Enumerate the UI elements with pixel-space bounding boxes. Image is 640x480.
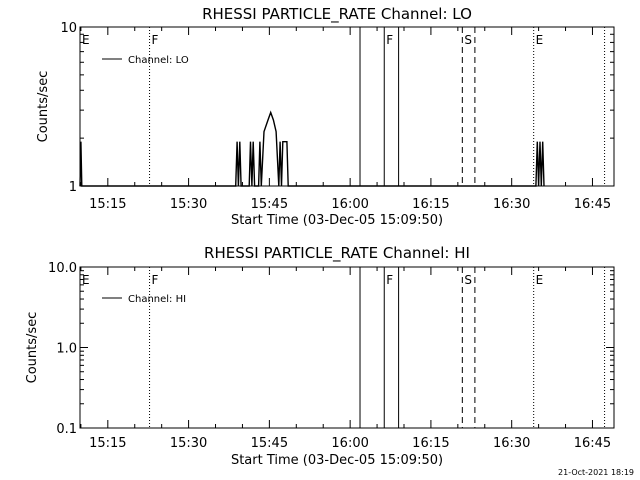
x-tick-label: 16:15 (412, 197, 449, 212)
event-marker-label: F (152, 273, 159, 287)
event-marker-label: F (386, 33, 393, 47)
y-tick-label: 1 (69, 180, 77, 195)
y-axis-label: Counts/sec (25, 312, 40, 384)
legend: Channel: LO (102, 55, 189, 66)
legend: Channel: HI (102, 294, 186, 305)
event-marker-label: E (82, 33, 90, 47)
y-tick-label: 1.0 (56, 342, 77, 357)
y-tick-label: 10 (60, 21, 77, 36)
y-tick-label: 10.0 (48, 261, 77, 276)
chart-title: RHESSI PARTICLE_RATE Channel: HI (204, 244, 470, 263)
x-tick-label: 16:45 (574, 436, 611, 451)
x-tick-label: 15:15 (89, 436, 126, 451)
x-axis-label: Start Time (03-Dec-05 15:09:50) (231, 453, 443, 468)
event-marker-label: S (464, 33, 472, 47)
legend-label: Channel: HI (128, 294, 186, 305)
x-tick-label: 15:30 (170, 197, 207, 212)
event-marker-label: E (536, 33, 544, 47)
x-tick-label: 15:30 (170, 436, 207, 451)
y-axis-label: Counts/sec (36, 71, 51, 143)
series-line (79, 110, 545, 187)
timestamp-stamp: 21-Oct-2021 18:19 (558, 468, 634, 477)
legend-label: Channel: LO (128, 55, 189, 66)
chart-panel-2: RHESSI PARTICLE_RATE Channel: HI 15:15 15:… (25, 244, 615, 468)
x-axis-label: Start Time (03-Dec-05 15:09:50) (231, 213, 443, 228)
x-tick-label: 15:15 (89, 197, 126, 212)
event-marker-label: E (536, 273, 544, 287)
x-tick-label: 15:45 (251, 197, 288, 212)
event-marker-label: F (386, 273, 393, 287)
y-tick-label: 0.1 (56, 422, 77, 437)
chart-title: RHESSI PARTICLE_RATE Channel: LO (202, 5, 472, 24)
x-tick-label: 16:30 (493, 197, 530, 212)
x-tick-label: 16:30 (493, 436, 530, 451)
x-tick-label: 16:15 (412, 436, 449, 451)
x-tick-label: 16:45 (574, 197, 611, 212)
event-marker-label: E (82, 273, 90, 287)
chart-panel-1: RHESSI PARTICLE_RATE Channel: LO 15:15 15:… (36, 5, 615, 228)
x-tick-label: 16:00 (331, 436, 368, 451)
event-marker-label: S (464, 273, 472, 287)
event-marker-label: F (152, 33, 159, 47)
x-tick-label: 15:45 (251, 436, 288, 451)
x-tick-label: 16:00 (331, 197, 368, 212)
